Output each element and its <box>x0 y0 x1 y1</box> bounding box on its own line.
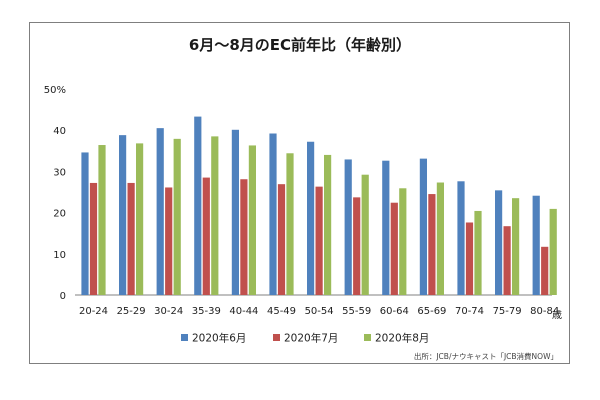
bar <box>512 198 520 295</box>
bar <box>269 133 277 295</box>
x-tick-label: 50-54 <box>305 306 334 317</box>
bar <box>89 182 98 295</box>
bar <box>211 136 219 295</box>
bar <box>324 154 332 295</box>
bar <box>307 141 315 295</box>
bar <box>541 246 549 295</box>
bar <box>81 152 89 295</box>
bar <box>173 138 181 295</box>
bar <box>119 135 127 295</box>
bar <box>495 190 503 295</box>
legend: 2020年6月 2020年7月 2020年8月 <box>181 332 429 345</box>
x-tick-label: 55-59 <box>342 306 371 317</box>
bar <box>202 177 210 295</box>
bar <box>390 202 398 295</box>
legend-label: 2020年8月 <box>375 332 429 345</box>
x-tick-label: 40-44 <box>229 306 258 317</box>
x-tick-label: 75-79 <box>493 306 522 317</box>
bar <box>231 129 239 295</box>
bar <box>503 226 511 295</box>
y-tick-label: 20 <box>53 209 66 220</box>
y-tick-label: 40 <box>53 126 66 137</box>
bar <box>156 128 164 295</box>
legend-label: 2020年6月 <box>192 332 246 345</box>
bar <box>532 195 540 295</box>
x-tick-label: 65-69 <box>417 306 446 317</box>
bar <box>465 222 474 295</box>
y-tick-label: 50% <box>44 85 66 96</box>
bar <box>549 208 557 295</box>
bar <box>194 116 202 295</box>
bar <box>353 197 361 295</box>
y-tick-label: 0 <box>60 291 66 302</box>
bar <box>344 159 352 295</box>
bar <box>399 188 407 295</box>
legend-swatch <box>181 334 188 341</box>
bar <box>240 179 248 295</box>
x-tick-label: 70-74 <box>455 306 484 317</box>
bar <box>98 145 106 295</box>
legend-swatch <box>364 334 371 341</box>
bar <box>136 143 144 295</box>
x-tick-labels: 20-24 25-29 30-24 35-39 40-44 45-49 50-54 55-59… <box>79 306 562 321</box>
bars <box>81 116 557 295</box>
bar <box>165 187 173 295</box>
legend-swatch <box>273 334 280 341</box>
x-tick-label: 25-29 <box>117 306 146 317</box>
legend-label: 2020年7月 <box>284 332 338 345</box>
bar <box>474 210 482 295</box>
chart-title: 6月～8月のEC前年比（年齢別） <box>188 36 412 54</box>
bar <box>248 145 256 295</box>
y-tick-label: 10 <box>53 250 66 261</box>
y-tick-labels: 0 10 20 30 40 50% <box>44 85 66 302</box>
x-axis-unit: 歳 <box>552 309 562 321</box>
x-tick-label: 45-49 <box>267 306 296 317</box>
x-tick-label: 80-84 <box>530 306 559 317</box>
bar <box>315 186 323 295</box>
y-tick-label: 30 <box>53 167 66 178</box>
x-tick-label: 35-39 <box>192 306 221 317</box>
bar <box>436 182 444 295</box>
bar <box>382 160 390 295</box>
source-note: 出所：JCB/ナウキャスト「JCB消費NOW」 <box>413 352 558 361</box>
bar <box>127 182 135 295</box>
bar <box>419 158 427 295</box>
x-tick-label: 60-64 <box>380 306 409 317</box>
bar <box>286 153 294 295</box>
x-tick-label: 20-24 <box>79 306 108 317</box>
bar <box>457 181 465 295</box>
bar <box>428 194 436 295</box>
x-tick-label: 30-24 <box>154 306 183 317</box>
bar <box>361 174 369 295</box>
bar <box>277 184 286 295</box>
